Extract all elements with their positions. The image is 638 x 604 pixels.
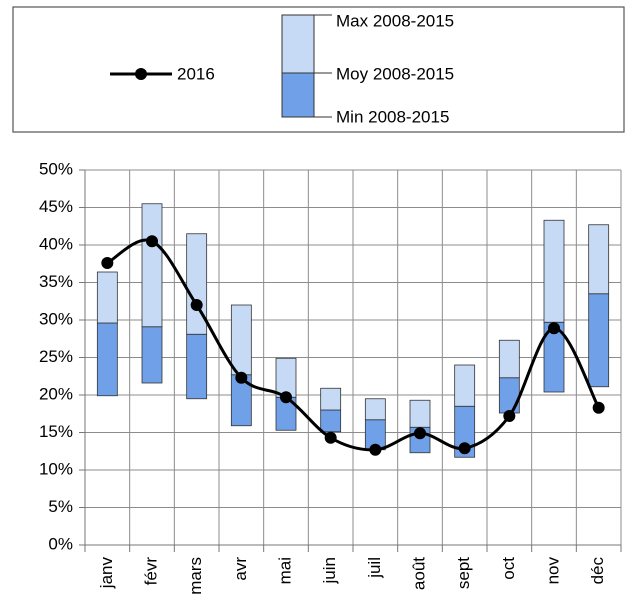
- marker: [235, 371, 248, 384]
- x-tick-label: juin: [320, 557, 339, 584]
- x-tick-label: févr: [141, 557, 160, 586]
- marker: [146, 235, 158, 248]
- y-tick-label: 10%: [39, 459, 73, 478]
- range-lower: [186, 333, 208, 400]
- y-tick-label: 0%: [48, 534, 73, 553]
- range-lower: [96, 322, 118, 397]
- y-tick-label: 30%: [39, 309, 73, 328]
- legend-lower: [281, 72, 315, 118]
- x-tick-label: déc: [588, 557, 607, 585]
- range-upper: [230, 304, 252, 376]
- marker: [324, 431, 337, 444]
- legend-marker: [135, 68, 147, 80]
- range-upper: [588, 224, 610, 295]
- marker: [369, 443, 382, 456]
- range-upper: [186, 233, 208, 335]
- legend-label: Moy 2008-2015: [336, 64, 454, 83]
- x-tick-label: janv: [97, 557, 116, 590]
- x-tick-label: mars: [186, 557, 205, 595]
- legend-label: Max 2008-2015: [336, 11, 454, 30]
- marker: [503, 410, 516, 422]
- y-tick-label: 5%: [48, 497, 73, 516]
- legend-label: Min 2008-2015: [336, 107, 449, 126]
- x-tick-label: nov: [543, 557, 562, 585]
- x-tick-label: août: [409, 557, 428, 590]
- range-upper: [498, 339, 520, 379]
- y-tick-label: 15%: [39, 422, 73, 441]
- marker: [280, 391, 292, 404]
- range-lower: [498, 377, 520, 414]
- range-lower: [588, 293, 610, 388]
- range-upper: [454, 364, 476, 407]
- x-tick-label: sept: [454, 557, 473, 589]
- y-tick-label: 25%: [39, 347, 73, 366]
- x-tick-label: oct: [499, 557, 518, 580]
- marker: [592, 401, 605, 414]
- range-upper: [320, 387, 342, 411]
- range-upper: [409, 399, 431, 428]
- y-tick-label: 20%: [39, 384, 73, 403]
- range-upper: [364, 398, 386, 421]
- y-tick-label: 35%: [39, 272, 73, 291]
- marker: [414, 427, 426, 440]
- y-tick-label: 40%: [39, 234, 73, 253]
- marker: [190, 299, 203, 311]
- legend-label: 2016: [177, 64, 215, 83]
- range-lower: [320, 409, 342, 433]
- range-upper: [96, 271, 118, 324]
- x-tick-label: mai: [275, 557, 294, 584]
- range-upper: [141, 203, 163, 328]
- range-upper: [543, 219, 565, 323]
- x-tick-label: juil: [365, 557, 384, 579]
- range-lower: [141, 326, 163, 384]
- legend-upper: [281, 14, 315, 74]
- marker: [458, 442, 471, 455]
- marker: [548, 322, 560, 335]
- y-tick-label: 45%: [39, 197, 73, 216]
- x-tick-label: avr: [231, 557, 250, 581]
- legend-box: [12, 6, 625, 133]
- marker: [101, 257, 114, 269]
- y-tick-label: 50%: [39, 159, 73, 178]
